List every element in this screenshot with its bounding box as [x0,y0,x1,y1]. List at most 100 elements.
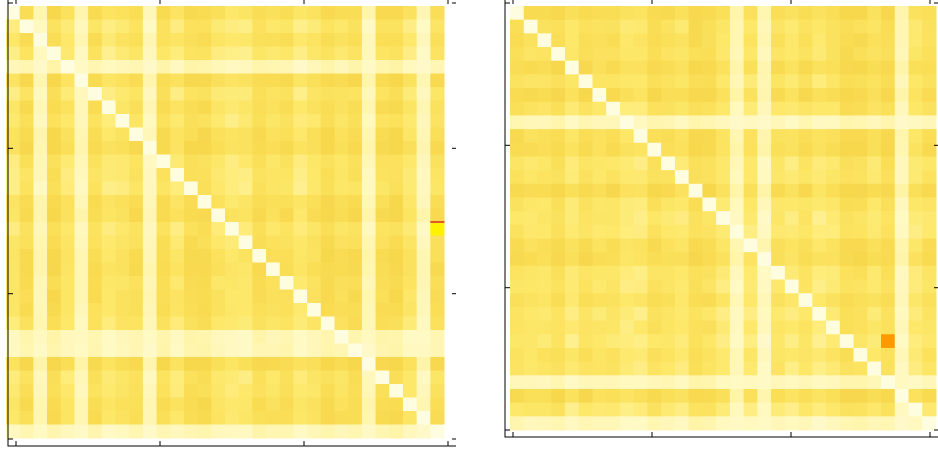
heatmap-cell [647,388,662,404]
heatmap-cell [320,154,335,169]
heatmap-cell [225,357,240,371]
heatmap-cell [88,424,103,439]
heatmap-cell [771,88,786,103]
heatmap-cell [798,293,813,308]
heatmap-cell [881,115,896,130]
heatmap-cell [784,197,800,212]
heatmap-cell [551,101,566,116]
heatmap-cell [702,211,717,226]
heatmap-cell [839,88,855,103]
heatmap-cell [881,129,896,144]
heatmap-cell [619,361,635,376]
heatmap-cell [101,276,116,290]
heatmap-cell [798,156,813,171]
heatmap-cell [225,6,240,20]
heatmap-cell [320,181,335,196]
heatmap-cell [674,402,690,417]
heatmap-cell [674,142,690,157]
heatmap-cell [129,87,144,101]
heatmap-cell [633,388,648,404]
heatmap-cell [661,224,676,240]
heatmap-cell [510,347,525,363]
heatmap-cell [894,293,910,308]
heatmap-cell [908,211,923,226]
heatmap-cell [101,114,116,128]
heatmap-cell [688,334,703,349]
heatmap-cell [757,47,772,62]
heatmap-cell [661,183,676,198]
heatmap-cell [6,141,21,155]
heatmap-cell [674,306,690,322]
heatmap-cell [430,276,445,290]
heatmap-cell [402,73,418,88]
heatmap-cell [798,279,813,294]
heatmap-cell [592,47,607,62]
heatmap-cell [129,303,144,317]
heatmap-cell [592,142,607,157]
heatmap-cell [6,316,21,331]
heatmap-cell [839,170,855,185]
heatmap-cell [661,6,676,21]
heatmap-cell [523,183,538,198]
heatmap-cell [197,222,212,236]
heatmap-cell [375,235,390,250]
heatmap-cell [633,416,648,431]
heatmap-cell [334,6,349,20]
heatmap-cell [348,424,363,439]
heatmap-cell [266,114,281,128]
heatmap-cell [729,416,745,431]
heatmap-cell [307,6,322,20]
heatmap-cell [60,222,75,236]
heatmap-cell [702,347,717,363]
heatmap-cell [578,224,593,240]
heatmap-cell [33,262,48,277]
heatmap-cell [551,265,566,281]
heatmap-cell [606,183,621,198]
heatmap-cell [922,74,937,89]
heatmap-cell [47,249,62,263]
heatmap-cell [688,115,703,130]
heatmap-cell [551,402,566,417]
heatmap-cell [389,357,404,371]
heatmap-cell [619,416,635,431]
heatmap-cell [606,197,621,212]
heatmap-cell [197,60,212,74]
heatmap-cell [853,156,868,171]
heatmap-cell [375,168,390,182]
heatmap-cell [307,262,322,277]
heatmap-cell [633,142,648,157]
heatmap-cell [279,87,294,101]
heatmap-cell [19,19,34,34]
heatmap-cell [197,208,212,223]
heatmap-cell [647,115,662,130]
heatmap-cell [716,347,731,363]
heatmap-cell [771,197,786,212]
heatmap-cell [853,252,868,267]
heatmap-cell [839,74,855,89]
heatmap-cell [348,33,363,47]
heatmap-cell [129,100,144,115]
heatmap-cell [115,141,130,155]
heatmap-cell [537,33,552,48]
heatmap-cell [142,397,158,412]
heatmap-cell [430,6,445,20]
heatmap-cell [757,60,772,75]
heatmap-cell [307,276,322,290]
heatmap-cell [74,60,89,74]
heatmap-cell [578,33,593,48]
heatmap-cell [688,129,703,144]
heatmap-cell [592,115,607,130]
heatmap-cell [702,279,717,294]
heatmap-cell [661,115,676,130]
heatmap-cell [88,168,103,182]
heatmap-cell [771,306,786,322]
heatmap-cell [743,211,758,226]
heatmap-cell [551,156,566,171]
heatmap-cell [647,197,662,212]
heatmap-cell [798,170,813,185]
heatmap-cell [771,60,786,75]
heatmap-cell [771,252,786,267]
heatmap-cell [551,142,566,157]
heatmap-cell [551,320,566,335]
heatmap-cell [564,388,580,404]
